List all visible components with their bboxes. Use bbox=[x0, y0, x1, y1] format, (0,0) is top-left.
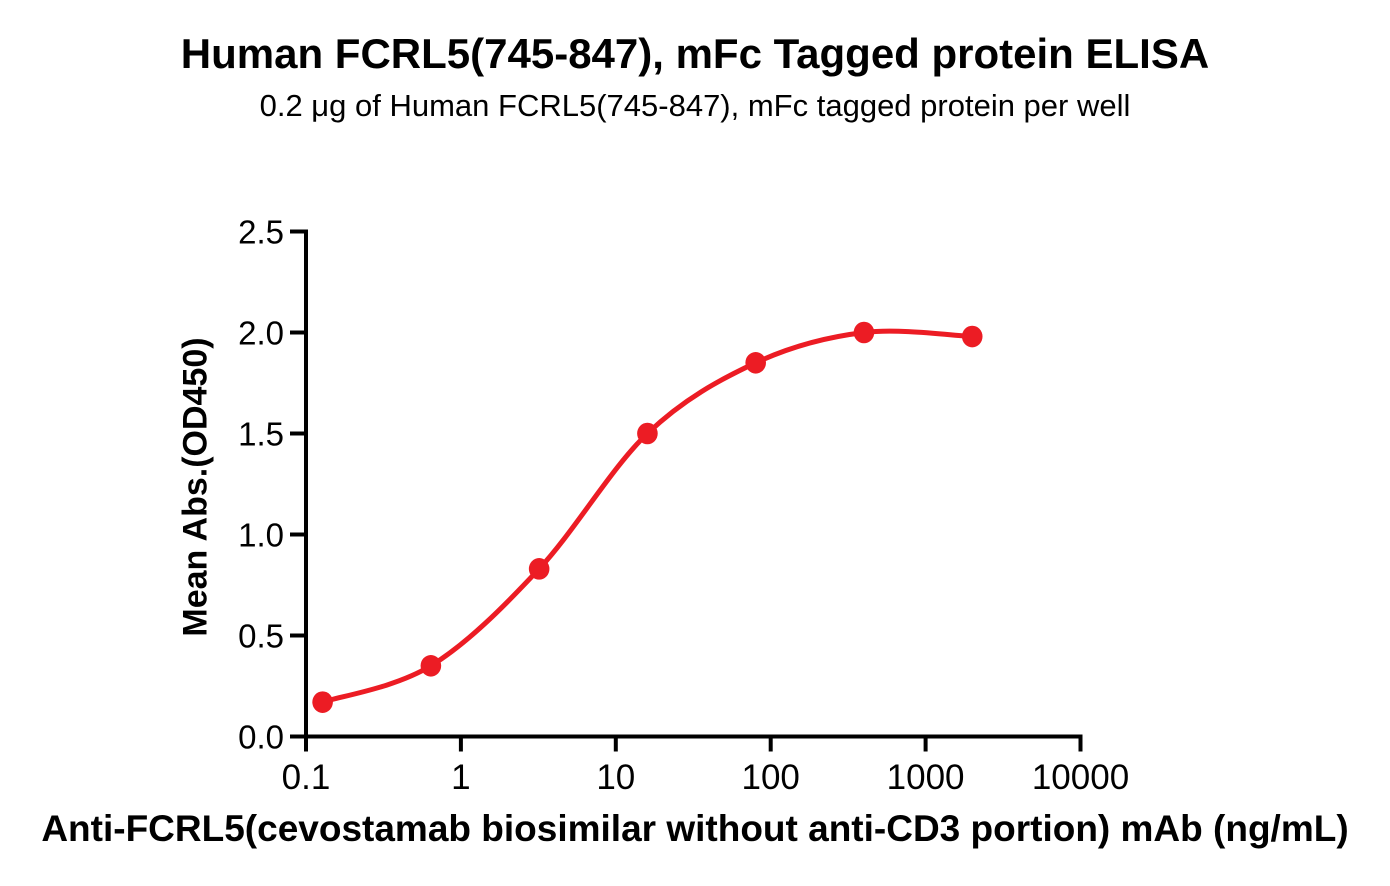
data-point bbox=[528, 558, 550, 580]
x-tick-label: 100 bbox=[741, 758, 799, 797]
chart-subtitle: 0.2 μg of Human FCRL5(745-847), mFc tagg… bbox=[259, 88, 1131, 123]
x-tick-label: 10 bbox=[596, 758, 635, 797]
x-tick-label: 0.1 bbox=[282, 758, 331, 797]
data-point bbox=[312, 691, 333, 713]
data-point bbox=[961, 325, 983, 348]
y-tick-label: 2.5 bbox=[238, 214, 284, 251]
y-tick-label: 0.0 bbox=[238, 719, 284, 756]
chart-title: Human FCRL5(745-847), mFc Tagged protein… bbox=[180, 30, 1210, 77]
data-point bbox=[853, 321, 875, 344]
fit-curve bbox=[320, 328, 975, 705]
x-tick-label: 1 bbox=[451, 758, 470, 797]
data-point bbox=[420, 655, 442, 677]
x-axis-title: Anti-FCRL5(cevostamab biosimilar without… bbox=[41, 808, 1349, 849]
x-tick-label: 10000 bbox=[1032, 758, 1129, 797]
y-tick-label: 1.5 bbox=[238, 416, 284, 453]
data-point bbox=[637, 422, 658, 445]
y-tick-label: 1.0 bbox=[238, 517, 284, 554]
y-tick-label: 0.5 bbox=[238, 618, 284, 655]
data-point bbox=[745, 352, 766, 374]
x-tick-label: 1000 bbox=[887, 758, 965, 797]
y-tick-label: 2.0 bbox=[238, 315, 284, 352]
